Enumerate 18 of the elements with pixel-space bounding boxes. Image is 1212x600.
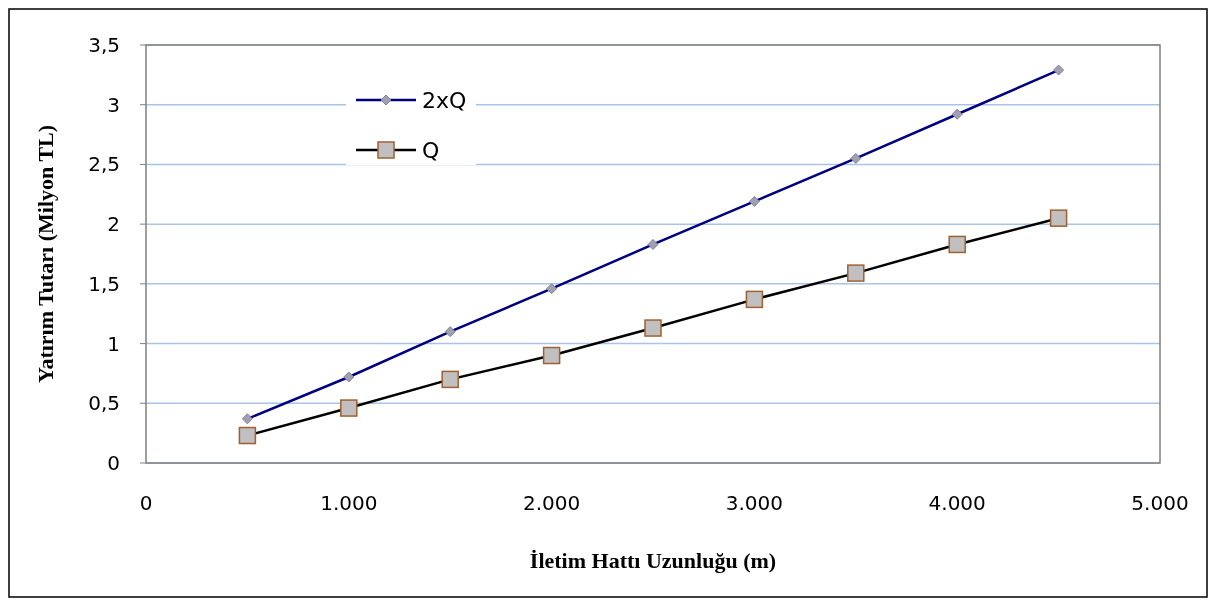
- x-tick-label: 0: [139, 491, 153, 515]
- x-tick-label: 4.000: [928, 491, 986, 515]
- y-tick-label: 0,5: [88, 391, 120, 416]
- x-tick-label: 5.000: [1131, 491, 1189, 515]
- y-tick-label: 0: [107, 451, 120, 475]
- y-tick-label: 1,5: [88, 271, 120, 296]
- x-axis-title: İletim Hattı Uzunluğu (m): [529, 548, 777, 573]
- x-tick-label: 2.000: [522, 491, 581, 515]
- x-tick-label: 3.000: [725, 491, 784, 515]
- legend-label: 2xQ: [422, 87, 467, 113]
- legend-label: Q: [422, 137, 440, 163]
- y-tick-label: 3: [107, 92, 120, 117]
- y-tick-label: 1: [107, 331, 120, 356]
- y-tick-label: 2,5: [88, 152, 120, 177]
- x-tick-label: 1.000: [320, 491, 378, 515]
- y-axis-title: Yatırım Tutarı (Milyon TL): [33, 124, 58, 384]
- y-tick-label: 2: [107, 212, 120, 237]
- y-tick-label: 3,5: [88, 33, 120, 57]
